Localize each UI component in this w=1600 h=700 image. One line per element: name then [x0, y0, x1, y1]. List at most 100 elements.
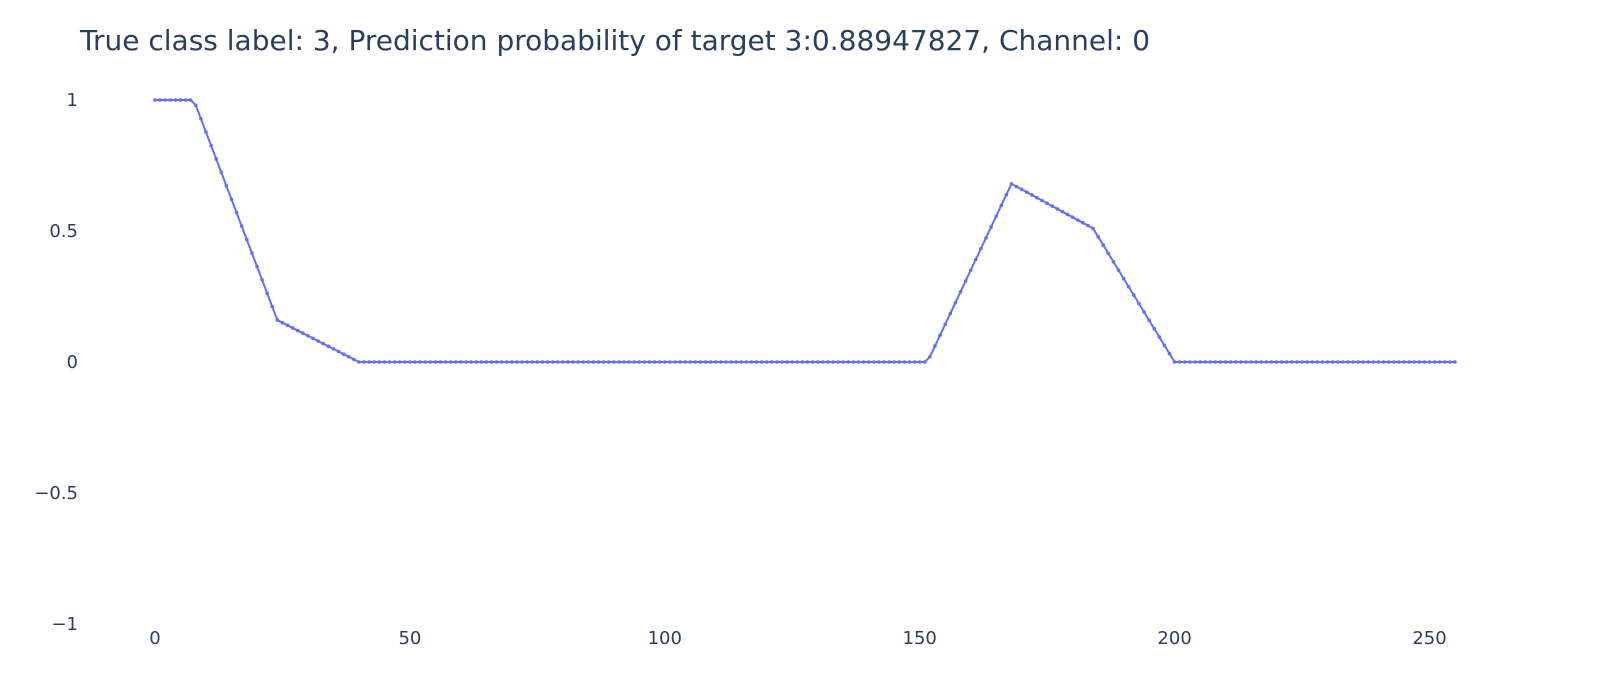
data-point — [540, 360, 545, 364]
data-point — [928, 354, 932, 359]
data-point — [352, 357, 356, 362]
data-point — [1407, 360, 1411, 364]
data-point — [306, 334, 310, 338]
data-point — [739, 360, 744, 364]
data-point — [1050, 204, 1055, 208]
data-point — [423, 360, 428, 364]
data-point — [326, 344, 331, 349]
data-point — [647, 360, 652, 364]
data-point — [1386, 360, 1391, 364]
data-point — [591, 360, 596, 364]
data-point — [958, 290, 963, 294]
data-point — [1295, 360, 1299, 364]
data-point — [295, 328, 300, 333]
data-point — [250, 251, 254, 255]
data-point — [525, 360, 529, 364]
data-point — [1147, 318, 1151, 323]
data-point — [290, 326, 295, 330]
data-point — [729, 360, 733, 364]
data-point — [301, 331, 305, 335]
data-point — [459, 360, 463, 364]
data-point — [413, 360, 417, 364]
data-point — [1437, 360, 1442, 364]
y-tick-label: −1 — [51, 614, 78, 635]
data-point — [1030, 193, 1034, 197]
data-point — [683, 360, 687, 364]
data-point — [1397, 360, 1401, 364]
data-point — [224, 184, 229, 188]
data-point — [1274, 360, 1279, 364]
data-point — [1142, 310, 1146, 314]
data-point — [1188, 360, 1192, 364]
data-point — [1203, 360, 1207, 364]
data-point — [199, 116, 203, 121]
data-point — [280, 320, 285, 325]
data-point — [571, 360, 575, 364]
data-point — [1335, 360, 1340, 364]
data-point — [1269, 360, 1274, 364]
data-point — [341, 352, 346, 356]
data-point — [933, 344, 937, 348]
data-point — [153, 98, 157, 102]
data-point — [448, 360, 453, 364]
data-point — [1443, 360, 1447, 364]
y-axis-ticks: −1 −0.5 0 0.5 1 — [34, 90, 78, 635]
data-point — [1004, 192, 1009, 197]
data-point — [1259, 360, 1264, 364]
data-point — [535, 360, 540, 364]
data-point — [555, 360, 560, 364]
data-point — [770, 360, 774, 364]
data-point — [622, 360, 626, 364]
data-point — [999, 203, 1004, 208]
data-point — [1111, 259, 1116, 264]
data-point — [1177, 360, 1182, 364]
data-point — [938, 333, 942, 337]
data-point — [1106, 251, 1111, 256]
data-point — [1075, 218, 1080, 222]
data-point — [1325, 360, 1330, 364]
data-point — [1366, 360, 1371, 364]
y-tick-label: −0.5 — [34, 483, 78, 504]
data-point — [168, 98, 173, 102]
data-point — [443, 360, 448, 364]
data-point — [1233, 360, 1238, 364]
data-point — [1346, 360, 1350, 364]
data-point — [1448, 360, 1452, 364]
data-point — [316, 339, 320, 343]
y-tick-label: 0.5 — [49, 221, 78, 242]
data-point — [907, 360, 912, 364]
data-point — [214, 157, 218, 161]
data-point — [331, 347, 336, 351]
data-point — [1361, 360, 1366, 364]
data-point — [836, 360, 840, 364]
data-point — [805, 360, 810, 364]
data-point — [265, 291, 269, 296]
data-point — [1065, 212, 1070, 217]
data-point — [831, 360, 835, 364]
x-tick-label: 200 — [1157, 628, 1191, 649]
data-point — [1086, 223, 1090, 228]
data-point — [550, 360, 555, 364]
data-point — [336, 349, 341, 354]
data-point — [617, 360, 621, 364]
data-point — [1422, 360, 1427, 364]
data-point — [1213, 360, 1218, 364]
data-point — [780, 360, 784, 364]
data-point — [428, 360, 433, 364]
data-point — [1290, 360, 1294, 364]
data-point — [1223, 360, 1228, 364]
data-point — [1132, 293, 1136, 297]
data-point — [1060, 209, 1065, 214]
data-point — [1239, 360, 1243, 364]
data-point — [494, 360, 499, 364]
data-point — [1432, 360, 1437, 364]
data-point — [719, 360, 723, 364]
data-point — [163, 98, 167, 102]
data-point — [1300, 360, 1304, 364]
data-point — [1228, 360, 1233, 364]
data-point — [1412, 360, 1417, 364]
data-point — [1167, 351, 1172, 356]
data-point — [566, 360, 570, 364]
data-point — [678, 360, 682, 364]
data-point — [418, 360, 422, 364]
